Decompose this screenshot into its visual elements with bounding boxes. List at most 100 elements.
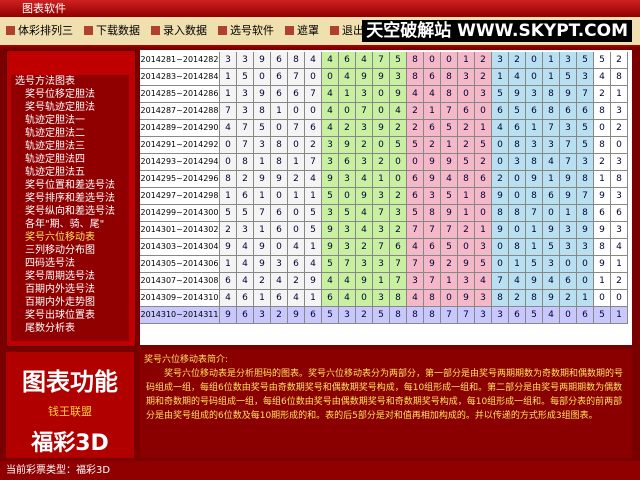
digit-cell: 8 xyxy=(254,103,271,120)
tree-item[interactable]: 奖号排序和差选号法 xyxy=(25,193,115,204)
logo-title: 图表功能 xyxy=(22,368,118,396)
digit-cell: 9 xyxy=(577,222,594,239)
tree-item[interactable]: 轨迹定胆法二 xyxy=(25,128,85,139)
digit-cell: 1 xyxy=(220,188,237,205)
digit-cell: 0 xyxy=(305,103,322,120)
tree-item[interactable]: 轨迹定胆法三 xyxy=(25,141,85,152)
digit-cell: 2 xyxy=(458,222,475,239)
window-title: 图表软件 xyxy=(22,2,66,15)
toolbar-button[interactable]: 选号软件 xyxy=(218,17,274,45)
digit-cell: 6 xyxy=(271,290,288,307)
digit-cell: 9 xyxy=(441,205,458,222)
digit-cell: 5 xyxy=(322,307,339,324)
digit-cell: 0 xyxy=(339,188,356,205)
digit-cell: 7 xyxy=(560,137,577,154)
digit-cell: 4 xyxy=(220,290,237,307)
digit-cell: 9 xyxy=(390,86,407,103)
tree-item[interactable]: 轨迹定胆法四 xyxy=(25,154,85,165)
digit-cell: 2 xyxy=(271,307,288,324)
digit-cell: 1 xyxy=(305,290,322,307)
digit-cell: 2 xyxy=(594,154,611,171)
tree-item[interactable]: 奖号周期选号法 xyxy=(25,271,95,282)
tree-item[interactable]: 各年"期、骑、尾" xyxy=(25,219,105,230)
digit-cell: 6 xyxy=(271,69,288,86)
digit-cell: 0 xyxy=(458,86,475,103)
toolbar-button[interactable]: 体彩排列三 xyxy=(6,17,73,45)
digit-cell: 9 xyxy=(560,188,577,205)
digit-cell: 2 xyxy=(492,171,509,188)
tree-item[interactable]: 选号方法图表 xyxy=(15,76,75,87)
toolbar-button[interactable]: 录入数据 xyxy=(151,17,207,45)
digit-cell: 1 xyxy=(543,52,560,69)
digit-cell: 3 xyxy=(339,222,356,239)
digit-cell: 8 xyxy=(526,290,543,307)
digit-cell: 5 xyxy=(475,256,492,273)
digit-cell: 3 xyxy=(220,52,237,69)
toolbar-button[interactable]: 退出 xyxy=(330,17,364,45)
digit-cell: 9 xyxy=(492,222,509,239)
tree-item[interactable]: 轨迹定胆法五 xyxy=(25,167,85,178)
toolbar-button[interactable]: 下载数据 xyxy=(84,17,140,45)
data-table: 2014281~2014282 3 3 9 6 8 4 4 6 4 7 5 8 0 0 1 2 3 2 0 1 3 5 5 2 2… xyxy=(140,50,632,345)
digit-cell: 5 xyxy=(577,137,594,154)
digit-cell: 1 xyxy=(373,273,390,290)
digit-cell: 0 xyxy=(271,239,288,256)
tree-item[interactable]: 奖号轨迹定胆法 xyxy=(25,102,95,113)
tree-item[interactable]: 百期内外走势图 xyxy=(25,297,95,308)
digit-cell: 9 xyxy=(288,307,305,324)
digit-cell: 4 xyxy=(492,120,509,137)
toolbar-button[interactable]: 遮罩 xyxy=(285,17,319,45)
digit-cell: 1 xyxy=(288,154,305,171)
digit-cell: 6 xyxy=(424,120,441,137)
period-cell: 2014281~2014282 xyxy=(140,52,220,69)
tree-item[interactable]: 奖号出球位置表 xyxy=(25,310,95,321)
period-cell: 2014295~2014296 xyxy=(140,171,220,188)
digit-cell: 3 xyxy=(526,86,543,103)
digit-cell: 8 xyxy=(543,86,560,103)
tree-item[interactable]: 百期内外选号法 xyxy=(25,284,95,295)
digit-cell: 4 xyxy=(356,205,373,222)
digit-cell: 7 xyxy=(424,273,441,290)
digit-cell: 8 xyxy=(492,205,509,222)
tree-item[interactable]: 轨迹定胆法一 xyxy=(25,115,85,126)
digit-cell: 1 xyxy=(254,222,271,239)
tree-item[interactable]: 奖号位置和差选号法 xyxy=(25,180,115,191)
digit-cell: 9 xyxy=(424,171,441,188)
period-cell: 2014299~2014300 xyxy=(140,205,220,222)
digit-cell: 5 xyxy=(492,86,509,103)
digit-cell: 6 xyxy=(339,52,356,69)
digit-cell: 2 xyxy=(458,137,475,154)
period-cell: 2014285~2014286 xyxy=(140,86,220,103)
digit-cell: 4 xyxy=(543,307,560,324)
tree-item[interactable]: 奖号纵向和差选号法 xyxy=(25,206,115,217)
tree-item[interactable]: 奖号六位移动表 xyxy=(25,232,95,243)
digit-cell: 8 xyxy=(492,290,509,307)
tree-item[interactable]: 尾数分析表 xyxy=(25,323,75,334)
digit-cell: 5 xyxy=(407,205,424,222)
digit-cell: 1 xyxy=(526,222,543,239)
digit-cell: 6 xyxy=(322,290,339,307)
digit-cell: 3 xyxy=(373,188,390,205)
digit-cell: 9 xyxy=(254,52,271,69)
digit-cell: 8 xyxy=(594,103,611,120)
digit-cell: 0 xyxy=(577,256,594,273)
digit-cell: 7 xyxy=(407,222,424,239)
tree-item[interactable]: 四码选号法 xyxy=(25,258,75,269)
digit-cell: 9 xyxy=(356,188,373,205)
tree-item[interactable]: 奖号位移定胆法 xyxy=(25,89,95,100)
digit-cell: 2 xyxy=(305,137,322,154)
digit-cell: 0 xyxy=(441,290,458,307)
digit-cell: 3 xyxy=(407,273,424,290)
digit-cell: 7 xyxy=(237,120,254,137)
digit-cell: 6 xyxy=(458,103,475,120)
digit-cell: 7 xyxy=(373,52,390,69)
digit-cell: 0 xyxy=(373,137,390,154)
tree-item[interactable]: 三列移动分布图 xyxy=(25,245,95,256)
digit-cell: 6 xyxy=(424,239,441,256)
digit-cell: 5 xyxy=(390,52,407,69)
table-row: 2014301~2014302 2 3 1 6 0 5 9 3 4 3 2 7 7 7 2 1 9 0 1 9 3 9 9 3 xyxy=(140,222,632,239)
digit-cell: 0 xyxy=(220,154,237,171)
digit-cell: 8 xyxy=(424,205,441,222)
digit-cell: 4 xyxy=(322,52,339,69)
digit-cell: 8 xyxy=(458,171,475,188)
